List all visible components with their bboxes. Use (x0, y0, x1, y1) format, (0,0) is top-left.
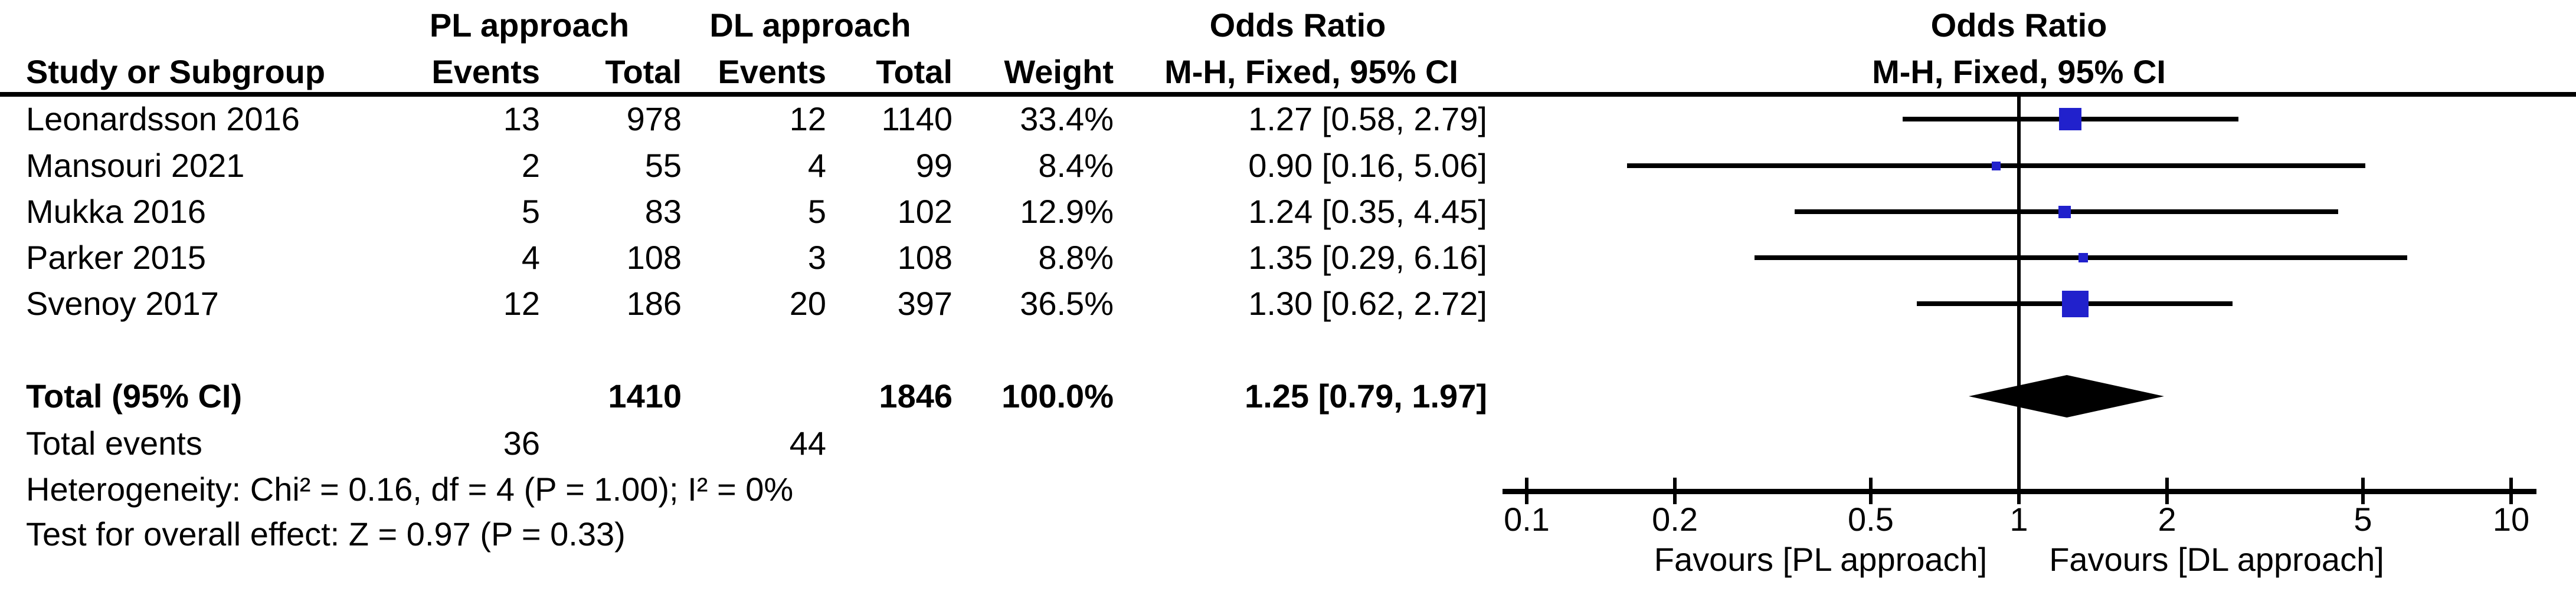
table-row: Parker 2015 4 108 3 108 8.8% 1.35 [0.29,… (0, 238, 2576, 277)
heterogeneity-row: Heterogeneity: Chi² = 0.16, df = 4 (P = … (0, 470, 2576, 509)
pl-total: 186 (626, 285, 682, 322)
study-name: Svenoy 2017 (26, 285, 219, 322)
total-events-row: Total events 36 44 (0, 424, 2576, 463)
table-row: Mansouri 2021 2 55 4 99 8.4% 0.90 [0.16,… (0, 146, 2576, 185)
x-axis-tick (2165, 478, 2169, 504)
dl-total-header: Total (876, 53, 953, 90)
x-axis-tick-label: 0.1 (1504, 501, 1550, 538)
pl-total: 55 (644, 147, 682, 184)
or-marker (2078, 253, 2088, 262)
pl-events: 2 (521, 147, 540, 184)
study-name: Parker 2015 (26, 239, 207, 276)
dl-events: 4 (807, 147, 826, 184)
pl-events-header: Events (431, 53, 540, 90)
dl-events: 5 (807, 193, 826, 230)
or-marker (2061, 290, 2089, 317)
x-axis-tick-label: 1 (2009, 501, 2028, 538)
table-row: Leonardsson 2016 13 978 12 1140 33.4% 1.… (0, 100, 2576, 139)
dl-events-header: Events (718, 53, 826, 90)
x-axis-tick-label: 2 (2158, 501, 2176, 538)
or-ci-value: 1.30 [0.62, 2.72] (1248, 285, 1487, 322)
overall-effect-text: Test for overall effect: Z = 0.97 (P = 0… (26, 515, 626, 553)
dl-total: 1140 (881, 100, 953, 137)
x-axis-tick (1868, 478, 1873, 504)
table-row: Svenoy 2017 12 186 20 397 36.5% 1.30 [0.… (0, 284, 2576, 323)
total-row: Total (95% CI) 1410 1846 100.0% 1.25 [0.… (0, 377, 2576, 416)
pl-grand-total: 1410 (608, 377, 682, 415)
dl-total: 108 (897, 239, 953, 276)
weight-value: 12.9% (1020, 193, 1114, 230)
table-row: Mukka 2016 5 83 5 102 12.9% 1.24 [0.35, … (0, 192, 2576, 231)
or-marker (1992, 161, 2001, 170)
x-axis-tick (1673, 478, 1677, 504)
total-or-ci: 1.25 [0.79, 1.97] (1245, 377, 1487, 415)
dl-events: 20 (789, 285, 826, 322)
null-effect-line (2017, 97, 2021, 491)
x-axis-tick (2509, 478, 2513, 504)
dl-grand-total: 1846 (879, 377, 953, 415)
or-marker (2058, 108, 2081, 130)
or-method-header: M-H, Fixed, 95% CI (1164, 53, 1458, 90)
pl-events: 13 (503, 100, 540, 137)
pl-events: 4 (521, 239, 540, 276)
or-method-plot-header: M-H, Fixed, 95% CI (1872, 53, 2166, 90)
study-name: Leonardsson 2016 (26, 100, 300, 137)
header-rule (0, 92, 2576, 97)
weight-value: 8.4% (1038, 147, 1114, 184)
dl-total: 102 (897, 193, 953, 230)
x-axis-tick (1525, 478, 1528, 504)
weight-header: Weight (1004, 53, 1114, 90)
study-name: Mansouri 2021 (26, 147, 245, 184)
or-ci-value: 1.24 [0.35, 4.45] (1248, 193, 1487, 230)
x-axis-tick (2361, 478, 2365, 504)
x-axis-tick-label: 10 (2492, 501, 2530, 538)
x-axis-tick-label: 5 (2354, 501, 2372, 538)
dl-total: 397 (897, 285, 953, 322)
total-label: Total (95% CI) (26, 377, 243, 415)
pl-events: 12 (503, 285, 540, 322)
pl-events: 5 (521, 193, 540, 230)
dl-total: 99 (915, 147, 953, 184)
or-ci-value: 0.90 [0.16, 5.06] (1248, 147, 1487, 184)
total-weight: 100.0% (1001, 377, 1114, 415)
dl-events: 3 (807, 239, 826, 276)
total-diamond-shape (1968, 375, 2164, 418)
x-axis-tick (2017, 478, 2021, 504)
favours-left-label: Favours [PL approach] (1654, 541, 1988, 578)
study-column-header: Study or Subgroup (26, 53, 326, 90)
pl-total: 978 (626, 100, 682, 137)
study-name: Mukka 2016 (26, 193, 207, 230)
x-axis-tick-label: 0.5 (1848, 501, 1894, 538)
dl-total-events: 44 (789, 425, 826, 462)
odds-ratio-column-title: Odds Ratio (1209, 6, 1386, 44)
dl-events: 12 (789, 100, 826, 137)
favours-right-label: Favours [DL approach] (2049, 541, 2384, 578)
pl-total: 83 (644, 193, 682, 230)
pl-approach-header: PL approach (429, 6, 630, 44)
header-column-row: Study or Subgroup Events Total Events To… (0, 52, 2576, 91)
odds-ratio-plot-title: Odds Ratio (1930, 6, 2107, 44)
or-ci-value: 1.27 [0.58, 2.79] (1248, 100, 1487, 137)
heterogeneity-text: Heterogeneity: Chi² = 0.16, df = 4 (P = … (26, 471, 794, 508)
overall-effect-row: Test for overall effect: Z = 0.97 (P = 0… (0, 515, 2576, 554)
pl-total-header: Total (605, 53, 682, 90)
x-axis-tick-label: 0.2 (1652, 501, 1698, 538)
header-group-row: PL approach DL approach Odds Ratio Odds … (0, 6, 2576, 45)
or-ci-value: 1.35 [0.29, 6.16] (1248, 239, 1487, 276)
pl-total: 108 (626, 239, 682, 276)
weight-value: 8.8% (1038, 239, 1114, 276)
dl-approach-header: DL approach (709, 6, 911, 44)
total-events-label: Total events (26, 425, 202, 462)
pl-total-events: 36 (503, 425, 540, 462)
or-marker (2058, 205, 2071, 218)
weight-value: 33.4% (1020, 100, 1114, 137)
weight-value: 36.5% (1020, 285, 1114, 322)
total-diamond (1968, 375, 2164, 418)
